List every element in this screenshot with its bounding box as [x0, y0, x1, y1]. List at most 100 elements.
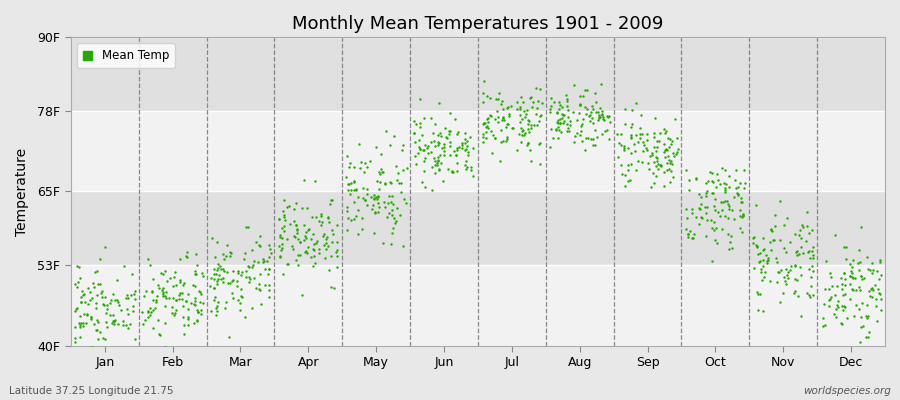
Point	[658, 130, 672, 136]
Point	[826, 311, 841, 318]
Point	[396, 142, 410, 148]
Point	[378, 180, 392, 186]
Point	[176, 314, 190, 320]
Point	[272, 242, 286, 249]
Point	[73, 313, 87, 319]
Point	[553, 120, 567, 126]
Point	[73, 298, 87, 305]
Point	[226, 277, 240, 283]
Point	[700, 217, 715, 223]
Point	[86, 344, 100, 350]
Point	[342, 181, 356, 188]
Point	[347, 179, 362, 185]
Point	[481, 124, 495, 131]
Point	[544, 95, 558, 102]
Point	[817, 322, 832, 328]
Point	[128, 336, 142, 342]
Point	[450, 130, 464, 137]
Point	[287, 206, 302, 213]
Point	[760, 258, 774, 264]
Point	[641, 160, 655, 166]
Point	[213, 266, 228, 273]
Point	[586, 120, 600, 126]
Point	[480, 116, 494, 122]
Point	[426, 130, 440, 136]
Point	[576, 116, 590, 122]
Point	[166, 294, 181, 301]
Point	[187, 283, 202, 290]
Point	[822, 297, 836, 303]
Point	[611, 154, 625, 160]
Point	[859, 334, 873, 340]
Point	[346, 199, 361, 206]
Point	[188, 268, 202, 274]
Point	[621, 145, 635, 152]
Point	[754, 266, 769, 272]
Point	[659, 146, 673, 152]
Point	[586, 136, 600, 142]
Point	[806, 244, 820, 250]
Point	[231, 268, 246, 274]
Point	[314, 213, 328, 219]
Point	[724, 207, 739, 214]
Point	[553, 116, 567, 122]
Point	[842, 296, 857, 302]
Point	[650, 144, 664, 151]
Point	[365, 206, 380, 212]
Point	[734, 180, 748, 186]
Point	[348, 185, 363, 192]
Point	[754, 276, 769, 283]
Point	[436, 148, 451, 154]
Point	[592, 114, 607, 120]
Point	[203, 275, 218, 282]
Point	[330, 264, 345, 270]
Point	[173, 290, 187, 296]
Point	[792, 251, 806, 257]
Point	[301, 227, 315, 234]
Point	[427, 154, 441, 161]
Point	[633, 124, 647, 131]
Point	[76, 310, 91, 317]
Point	[356, 195, 370, 201]
Point	[777, 245, 791, 251]
Point	[794, 272, 808, 278]
Point	[794, 244, 808, 251]
Point	[451, 129, 465, 135]
Point	[139, 316, 153, 323]
Point	[519, 111, 534, 118]
Point	[865, 287, 879, 293]
Point	[735, 229, 750, 236]
Point	[633, 131, 647, 138]
Point	[509, 99, 524, 106]
Point	[788, 231, 803, 238]
Point	[873, 272, 887, 278]
Point	[624, 132, 638, 138]
Point	[117, 263, 131, 270]
Point	[714, 199, 728, 206]
Point	[291, 235, 305, 242]
Point	[670, 146, 685, 152]
Point	[72, 264, 86, 270]
Point	[836, 306, 850, 313]
Bar	[71, 37, 885, 111]
Point	[431, 100, 446, 106]
Point	[440, 135, 454, 141]
Point	[543, 109, 557, 116]
Point	[83, 296, 97, 303]
Point	[627, 148, 642, 154]
Point	[449, 152, 464, 158]
Point	[653, 162, 668, 168]
Point	[74, 320, 88, 327]
Point	[245, 346, 259, 353]
Point	[789, 248, 804, 254]
Point	[846, 287, 860, 293]
Point	[624, 150, 638, 156]
Point	[476, 90, 491, 96]
Point	[90, 326, 104, 333]
Point	[597, 117, 611, 124]
Point	[640, 136, 654, 143]
Point	[573, 102, 588, 108]
Point	[491, 96, 506, 102]
Point	[317, 231, 331, 238]
Point	[495, 98, 509, 104]
